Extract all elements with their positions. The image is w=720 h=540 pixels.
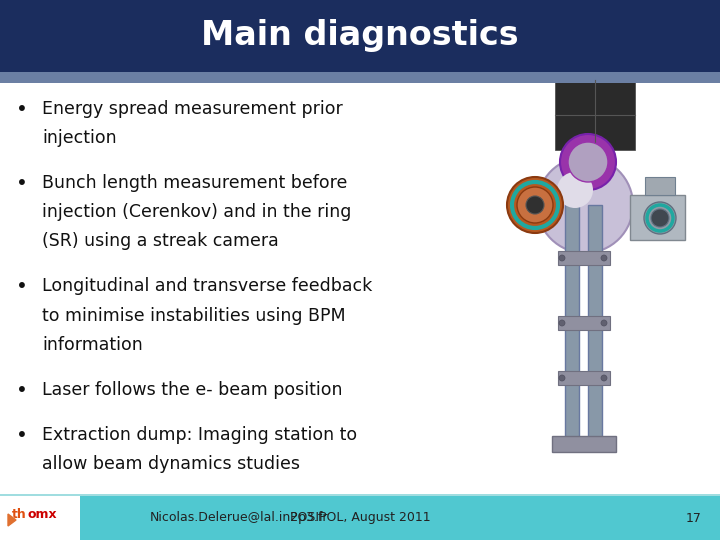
Bar — [552, 436, 616, 452]
Text: injection (Cerenkov) and in the ring: injection (Cerenkov) and in the ring — [42, 203, 351, 221]
Text: Longitudinal and transverse feedback: Longitudinal and transverse feedback — [42, 278, 372, 295]
Bar — [645, 177, 675, 195]
Bar — [558, 371, 610, 385]
Bar — [558, 251, 610, 265]
Text: allow beam dynamics studies: allow beam dynamics studies — [42, 455, 300, 473]
Text: to minimise instabilities using BPM: to minimise instabilities using BPM — [42, 307, 346, 325]
Text: •: • — [16, 278, 28, 296]
Text: Bunch length measurement before: Bunch length measurement before — [42, 174, 347, 192]
Circle shape — [560, 134, 616, 190]
Circle shape — [559, 375, 565, 381]
Bar — [0, 496, 720, 540]
Circle shape — [559, 255, 565, 261]
Circle shape — [517, 187, 553, 223]
Text: Energy spread measurement prior: Energy spread measurement prior — [42, 100, 343, 118]
Circle shape — [651, 209, 669, 227]
Text: th: th — [12, 508, 27, 521]
Bar — [0, 494, 720, 496]
Circle shape — [559, 320, 565, 326]
Text: •: • — [16, 100, 28, 119]
Text: POSIPOL, August 2011: POSIPOL, August 2011 — [289, 511, 431, 524]
Circle shape — [526, 196, 544, 214]
Text: omx: omx — [28, 508, 58, 521]
Text: (SR) using a streak camera: (SR) using a streak camera — [42, 232, 279, 250]
Text: •: • — [16, 174, 28, 193]
Bar — [0, 72, 720, 83]
Circle shape — [601, 375, 607, 381]
Text: information: information — [42, 336, 143, 354]
Circle shape — [644, 202, 676, 234]
Circle shape — [601, 255, 607, 261]
Bar — [0, 496, 80, 540]
Bar — [565, 205, 579, 440]
Circle shape — [601, 320, 607, 326]
Bar — [558, 316, 610, 330]
Circle shape — [568, 142, 608, 182]
Circle shape — [507, 177, 563, 233]
Text: •: • — [16, 381, 28, 400]
Text: injection: injection — [42, 129, 117, 147]
Text: Main diagnostics: Main diagnostics — [201, 19, 519, 52]
Bar — [588, 205, 602, 440]
Text: 17: 17 — [686, 511, 702, 524]
Text: Laser follows the e- beam position: Laser follows the e- beam position — [42, 381, 343, 399]
Text: Nicolas.Delerue@lal.in2p3.fr: Nicolas.Delerue@lal.in2p3.fr — [150, 511, 328, 524]
Bar — [0, 0, 720, 72]
FancyBboxPatch shape — [555, 80, 635, 150]
Bar — [630, 195, 685, 240]
Circle shape — [557, 172, 593, 208]
Text: •: • — [16, 426, 28, 445]
Polygon shape — [8, 514, 16, 526]
Text: Extraction dump: Imaging station to: Extraction dump: Imaging station to — [42, 426, 357, 444]
Circle shape — [537, 157, 633, 253]
